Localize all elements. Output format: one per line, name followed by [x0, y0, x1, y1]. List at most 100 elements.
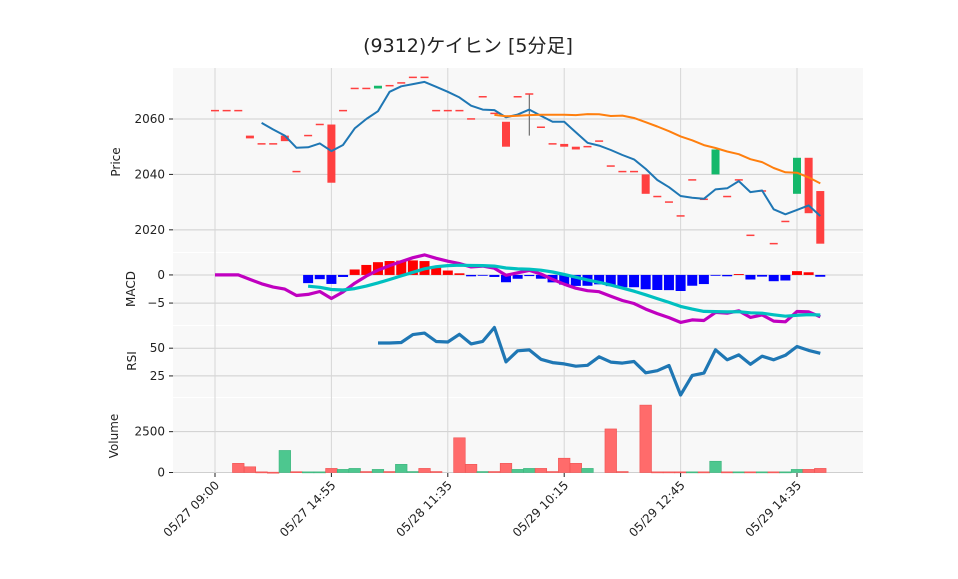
x-tick-label: 05/29 14:35 [743, 478, 805, 540]
rsi-ytick-label: 25 [150, 369, 165, 383]
macd-ylabel: MACD [124, 271, 138, 307]
macd-histogram-bar [524, 274, 535, 277]
candle [397, 82, 406, 84]
volume-bar [232, 463, 245, 473]
price-ytick-label: 2020 [134, 223, 165, 237]
macd-ytick-label: −5 [147, 296, 165, 310]
candle [781, 220, 790, 223]
x-tick-label: 05/28 11:35 [393, 478, 455, 540]
x-tick-label: 05/29 10:15 [510, 478, 572, 540]
macd-histogram-bar [768, 274, 779, 282]
candle [711, 149, 720, 175]
volume-bar [616, 471, 629, 473]
candle [688, 179, 697, 181]
candle [327, 124, 336, 183]
candle [536, 126, 545, 129]
macd-histogram-bar [663, 274, 674, 291]
volume-ytick-label: 0 [157, 466, 165, 480]
macd-ytick-label: 0 [157, 268, 165, 282]
macd-histogram-bar [512, 274, 523, 279]
candle [315, 123, 324, 126]
volume-bar [546, 471, 559, 473]
macd-histogram-bar [629, 274, 640, 288]
candle [734, 179, 743, 181]
volume-bar [302, 471, 315, 474]
candle [467, 118, 476, 120]
volume-bar [767, 471, 780, 474]
candle [723, 195, 732, 198]
volume-bar [430, 471, 443, 473]
macd-histogram-bar [501, 274, 511, 283]
candle [304, 134, 313, 137]
volume-bar [255, 471, 268, 474]
macd-histogram-bar [815, 274, 826, 277]
candle [793, 157, 801, 194]
volume-bar [744, 471, 757, 474]
volume-bar [395, 464, 408, 473]
volume-bar [511, 469, 524, 473]
volume-bar [686, 471, 699, 474]
candle [280, 135, 289, 142]
candle [606, 165, 615, 167]
macd-histogram-bar [349, 269, 360, 275]
chart-title: (9312)ケイヒン [5分足] [363, 35, 573, 57]
candle [513, 96, 522, 98]
macd-histogram-bar [757, 274, 768, 277]
x-tick-labels: 05/27 09:00 05/27 14:55 05/28 11:35 05/29 1… [161, 473, 805, 540]
macd-histogram-bar [442, 270, 453, 275]
macd-histogram-bar [803, 272, 814, 275]
candle [257, 143, 266, 145]
volume-panel-bg [173, 398, 863, 473]
volume-bar [558, 457, 571, 473]
volume-bar [360, 471, 373, 473]
macd-histogram-bar [733, 274, 744, 275]
macd-histogram-bar [792, 271, 802, 275]
candle [630, 170, 639, 173]
volume-bar [569, 463, 582, 473]
volume-bar [336, 469, 350, 473]
price-ylabel: Price [109, 147, 123, 176]
macd-histogram-bar [384, 261, 395, 275]
macd-histogram-bar [570, 274, 581, 286]
macd-histogram-bar [687, 274, 698, 286]
volume-bar [697, 471, 710, 474]
volume-ylabel: Volume [107, 414, 121, 459]
candle [571, 146, 580, 150]
candle [583, 145, 592, 148]
volume-bar [674, 471, 687, 474]
volume-bar [406, 471, 419, 473]
volume-bar [453, 437, 466, 473]
price-panel-bg [173, 68, 863, 252]
volume-bar [476, 471, 489, 473]
volume-bar [243, 466, 257, 473]
candle [211, 109, 219, 112]
macd-histogram-bar [745, 274, 756, 280]
candle [641, 174, 650, 194]
volume-ytick-label: 2500 [134, 425, 165, 439]
y-tick-labels: 2020 2040 2060 0 −5 50 25 0 2500 [134, 112, 173, 480]
rsi-panel-bg [173, 326, 863, 397]
macd-signal-line [307, 263, 821, 318]
macd-histogram-bar [431, 266, 442, 275]
candle [816, 191, 825, 244]
volume-bar [499, 463, 513, 473]
volume-bar [534, 468, 548, 473]
macd-histogram-bar [326, 274, 337, 284]
candle [350, 87, 359, 90]
macd-histogram-bar [559, 274, 570, 285]
candle [769, 242, 778, 245]
volume-bar [313, 471, 326, 474]
volume-bar [790, 469, 804, 473]
volume-bar [581, 468, 594, 473]
candle [525, 93, 534, 95]
candle [292, 170, 301, 173]
macd-histogram-bar [640, 274, 651, 290]
candle [455, 109, 464, 112]
macd-histogram-bar [605, 274, 616, 287]
volume-bar [604, 428, 617, 473]
volume-bar [290, 471, 303, 473]
candle [432, 109, 441, 112]
macd-histogram-bar [396, 260, 407, 275]
candle [478, 96, 487, 98]
candle [548, 143, 557, 145]
